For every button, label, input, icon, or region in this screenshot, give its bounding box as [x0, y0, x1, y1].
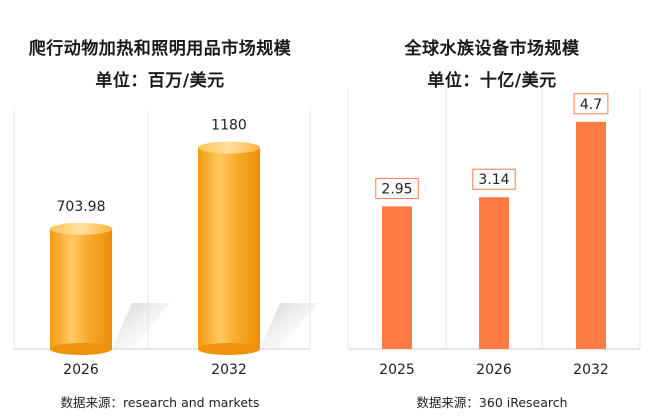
reptile-heating-chart-panel: 爬行动物加热和照明用品市场规模 单位：百万/美元 703.98 2026 1180 2… [0, 0, 320, 419]
x-tick-label: 2026 [63, 362, 99, 378]
bar-shadow [112, 303, 170, 349]
bar [479, 197, 509, 349]
aquarium-equipment-chart-panel: 全球水族设备市场规模 单位：十亿/美元 2.95 2025 3.14 2026 4.7 2… [330, 0, 654, 419]
chart-title: 爬行动物加热和照明用品市场规模 [28, 39, 292, 59]
bar [576, 121, 606, 349]
bar [382, 206, 412, 349]
data-label: 4.7 [580, 97, 602, 113]
data-source-note: 数据来源：research and markets [60, 395, 260, 410]
x-tick-label: 2026 [476, 362, 512, 378]
reptile-heating-bar-chart: 703.98 2026 1180 2032 [13, 110, 318, 378]
chart-subtitle: 单位：百万/美元 [95, 71, 225, 91]
bar-top [50, 222, 112, 235]
x-tick-label: 2032 [211, 362, 247, 378]
bar [198, 147, 260, 349]
bar-base [50, 343, 112, 355]
chart-title: 全球水族设备市场规模 [404, 39, 580, 59]
aquarium-equipment-bar-chart: 2.95 2025 3.14 2026 4.7 2032 [347, 88, 641, 378]
data-label-box [375, 177, 419, 199]
data-label-box [472, 168, 516, 190]
data-label: 703.98 [57, 199, 106, 215]
x-tick-label: 2025 [379, 362, 415, 378]
data-label: 3.14 [478, 172, 509, 188]
bar-top [198, 141, 260, 154]
x-tick-label: 2032 [573, 362, 609, 378]
bar-base [198, 343, 260, 355]
bar-shadow [260, 303, 318, 349]
data-source-note: 数据来源：360 iResearch [416, 395, 568, 410]
data-label: 2.95 [381, 181, 412, 197]
bar [50, 228, 112, 349]
data-label-box [573, 93, 609, 115]
data-label: 1180 [211, 118, 247, 134]
chart-subtitle: 单位：十亿/美元 [427, 71, 557, 91]
